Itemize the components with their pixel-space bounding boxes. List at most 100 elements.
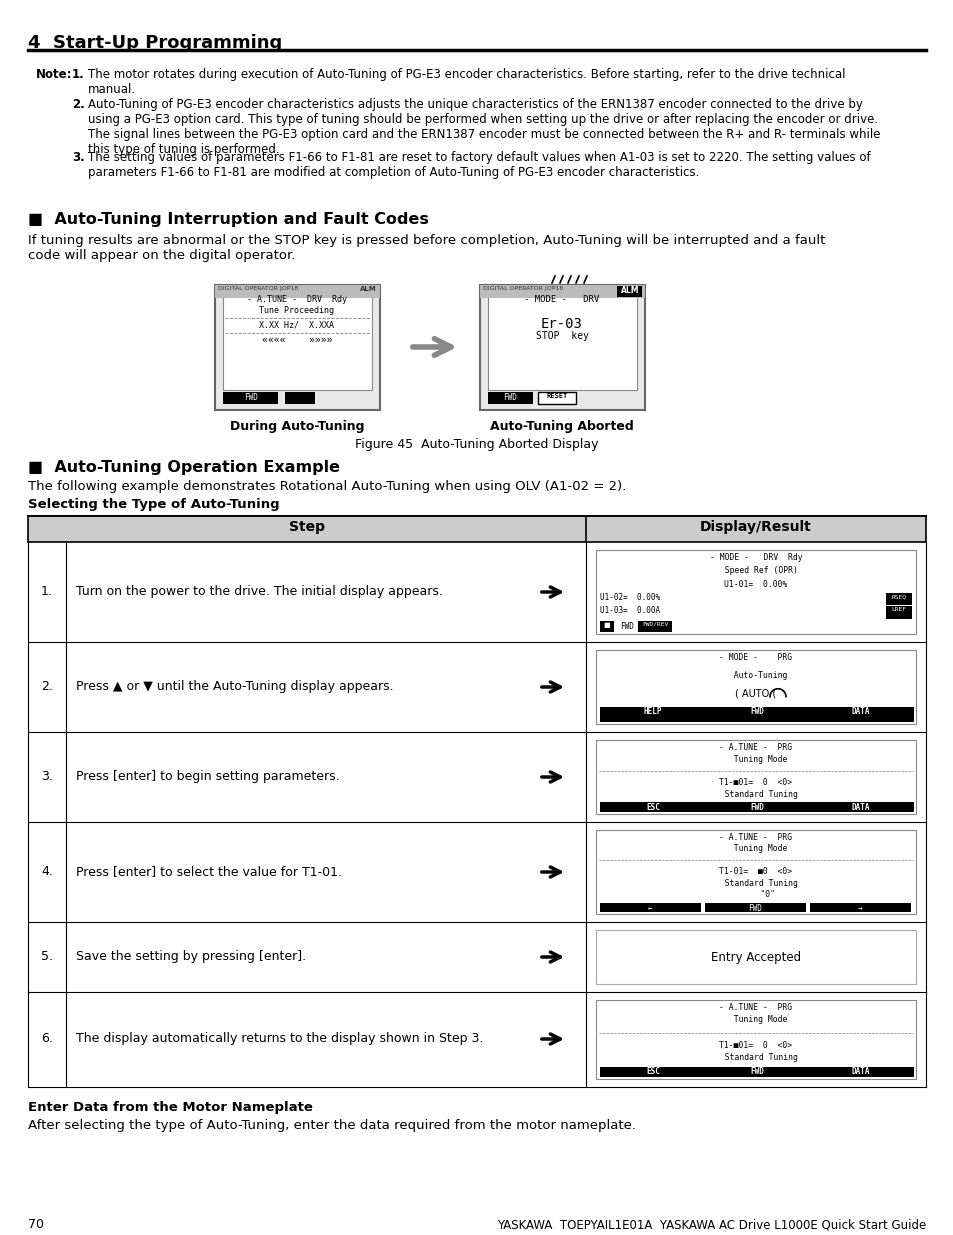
FancyArrowPatch shape bbox=[541, 587, 559, 597]
Bar bbox=[885, 593, 911, 605]
Bar bbox=[223, 293, 372, 390]
Bar bbox=[599, 706, 705, 722]
Bar bbox=[214, 285, 379, 410]
Text: ALM: ALM bbox=[620, 287, 639, 295]
Text: 6.: 6. bbox=[41, 1032, 52, 1045]
Text: 4  Start-Up Programming: 4 Start-Up Programming bbox=[28, 35, 282, 52]
Bar bbox=[703, 1067, 809, 1077]
Bar bbox=[807, 1067, 913, 1077]
Text: 70: 70 bbox=[28, 1218, 44, 1231]
FancyArrowPatch shape bbox=[541, 772, 559, 782]
Text: ESC: ESC bbox=[645, 1067, 659, 1077]
Text: The setting values of parameters F1-66 to F1-81 are reset to factory default val: The setting values of parameters F1-66 t… bbox=[88, 151, 870, 179]
Text: T1-■01=  0  <0>: T1-■01= 0 <0> bbox=[719, 778, 792, 787]
Bar bbox=[596, 740, 915, 814]
Text: ■  Auto-Tuning Operation Example: ■ Auto-Tuning Operation Example bbox=[28, 459, 339, 475]
Bar bbox=[479, 285, 644, 298]
FancyArrowPatch shape bbox=[541, 867, 559, 877]
Bar bbox=[703, 803, 809, 811]
Text: - A.TUNE -  PRG: - A.TUNE - PRG bbox=[719, 743, 792, 752]
Text: Tuning Mode: Tuning Mode bbox=[723, 755, 787, 763]
Bar bbox=[488, 293, 637, 390]
Text: LREF: LREF bbox=[890, 608, 905, 613]
Text: The display automatically returns to the display shown in Step 3.: The display automatically returns to the… bbox=[76, 1032, 483, 1045]
Bar bbox=[703, 706, 809, 722]
Text: Selecting the Type of Auto-Tuning: Selecting the Type of Auto-Tuning bbox=[28, 498, 279, 511]
Text: Press [enter] to select the value for T1-01.: Press [enter] to select the value for T1… bbox=[76, 864, 341, 878]
Text: FWD: FWD bbox=[244, 393, 257, 403]
Text: ←: ← bbox=[647, 904, 652, 913]
Text: Display/Result: Display/Result bbox=[700, 520, 811, 534]
Bar bbox=[596, 550, 915, 634]
Bar bbox=[223, 391, 277, 404]
Text: Entry Accepted: Entry Accepted bbox=[710, 951, 801, 965]
Text: DATA: DATA bbox=[851, 803, 869, 813]
Text: 4.: 4. bbox=[41, 864, 52, 878]
Text: Turn on the power to the drive. The initial display appears.: Turn on the power to the drive. The init… bbox=[76, 585, 442, 598]
Text: Save the setting by pressing [enter].: Save the setting by pressing [enter]. bbox=[76, 950, 306, 963]
Text: Note:: Note: bbox=[36, 68, 72, 82]
Text: DIGITAL OPERATOR JOP18: DIGITAL OPERATOR JOP18 bbox=[218, 287, 298, 291]
Text: Er-03: Er-03 bbox=[540, 317, 582, 331]
Bar bbox=[885, 606, 911, 619]
Bar bbox=[599, 621, 614, 632]
Text: RESET: RESET bbox=[546, 393, 567, 399]
Bar bbox=[537, 391, 576, 404]
Text: YASKAWA  TOEPYAIL1E01A  YASKAWA AC Drive L1000E Quick Start Guide: YASKAWA TOEPYAIL1E01A YASKAWA AC Drive L… bbox=[497, 1218, 925, 1231]
Text: ■  Auto-Tuning Interruption and Fault Codes: ■ Auto-Tuning Interruption and Fault Cod… bbox=[28, 212, 429, 227]
Text: FWD: FWD bbox=[619, 621, 633, 631]
FancyArrowPatch shape bbox=[541, 952, 559, 962]
Bar bbox=[488, 391, 533, 404]
Text: 1.: 1. bbox=[41, 585, 52, 598]
Text: - MODE -   DRV  Rdy: - MODE - DRV Rdy bbox=[709, 553, 801, 562]
Text: The following example demonstrates Rotational Auto-Tuning when using OLV (A1-02 : The following example demonstrates Rotat… bbox=[28, 480, 626, 493]
Text: Figure 45  Auto-Tuning Aborted Display: Figure 45 Auto-Tuning Aborted Display bbox=[355, 438, 598, 451]
Text: X.XX Hz/  X.XXA: X.XX Hz/ X.XXA bbox=[259, 320, 335, 329]
Text: FWD: FWD bbox=[502, 393, 517, 403]
Text: Auto-Tuning: Auto-Tuning bbox=[723, 671, 787, 679]
Text: 2.: 2. bbox=[41, 680, 52, 693]
Text: Tune Proceeding: Tune Proceeding bbox=[259, 306, 335, 315]
Bar bbox=[596, 1000, 915, 1079]
Bar bbox=[599, 903, 700, 911]
Text: After selecting the type of Auto-Tuning, enter the data required from the motor : After selecting the type of Auto-Tuning,… bbox=[28, 1119, 636, 1132]
Bar bbox=[599, 1067, 705, 1077]
Text: Auto-Tuning of PG-E3 encoder characteristics adjusts the unique characteristics : Auto-Tuning of PG-E3 encoder characteris… bbox=[88, 98, 880, 156]
Text: Standard Tuning: Standard Tuning bbox=[714, 789, 797, 799]
Text: T1-01=  ■0  <0>: T1-01= ■0 <0> bbox=[719, 867, 792, 877]
Text: ««««    »»»»: «««« »»»» bbox=[261, 335, 332, 345]
Text: - A.TUNE -  PRG: - A.TUNE - PRG bbox=[719, 832, 792, 842]
Bar bbox=[807, 803, 913, 811]
Bar bbox=[214, 285, 379, 298]
Text: ( AUTO (: ( AUTO ( bbox=[735, 688, 776, 698]
Bar bbox=[809, 903, 910, 911]
Text: DATA: DATA bbox=[851, 1067, 869, 1077]
Bar bbox=[28, 516, 925, 542]
Text: RSEQ: RSEQ bbox=[890, 594, 905, 599]
Text: 2.: 2. bbox=[71, 98, 85, 111]
Text: 5.: 5. bbox=[41, 950, 53, 963]
Text: FWD: FWD bbox=[749, 803, 763, 813]
Text: During Auto-Tuning: During Auto-Tuning bbox=[230, 420, 364, 433]
FancyArrowPatch shape bbox=[413, 338, 451, 356]
Text: Standard Tuning: Standard Tuning bbox=[714, 1053, 797, 1062]
Text: →: → bbox=[857, 904, 862, 913]
Text: ESC: ESC bbox=[645, 803, 659, 813]
Text: - MODE -   DRV: - MODE - DRV bbox=[524, 295, 599, 304]
Text: FWD: FWD bbox=[747, 904, 761, 913]
Text: ALM: ALM bbox=[359, 287, 376, 291]
Bar bbox=[599, 803, 705, 811]
Text: FWD/REV: FWD/REV bbox=[641, 621, 667, 626]
Text: Enter Data from the Motor Nameplate: Enter Data from the Motor Nameplate bbox=[28, 1100, 313, 1114]
Bar bbox=[596, 830, 915, 914]
Bar bbox=[638, 621, 671, 632]
Text: If tuning results are abnormal or the STOP key is pressed before completion, Aut: If tuning results are abnormal or the ST… bbox=[28, 233, 824, 262]
Text: "0": "0" bbox=[736, 890, 775, 899]
Text: - A.TUNE -  PRG: - A.TUNE - PRG bbox=[719, 1003, 792, 1011]
FancyArrowPatch shape bbox=[541, 682, 559, 692]
Bar bbox=[617, 287, 641, 296]
Text: Step: Step bbox=[289, 520, 325, 534]
Text: Press ▲ or ▼ until the Auto-Tuning display appears.: Press ▲ or ▼ until the Auto-Tuning displ… bbox=[76, 680, 394, 693]
Bar bbox=[479, 285, 644, 410]
Bar bbox=[596, 650, 915, 724]
